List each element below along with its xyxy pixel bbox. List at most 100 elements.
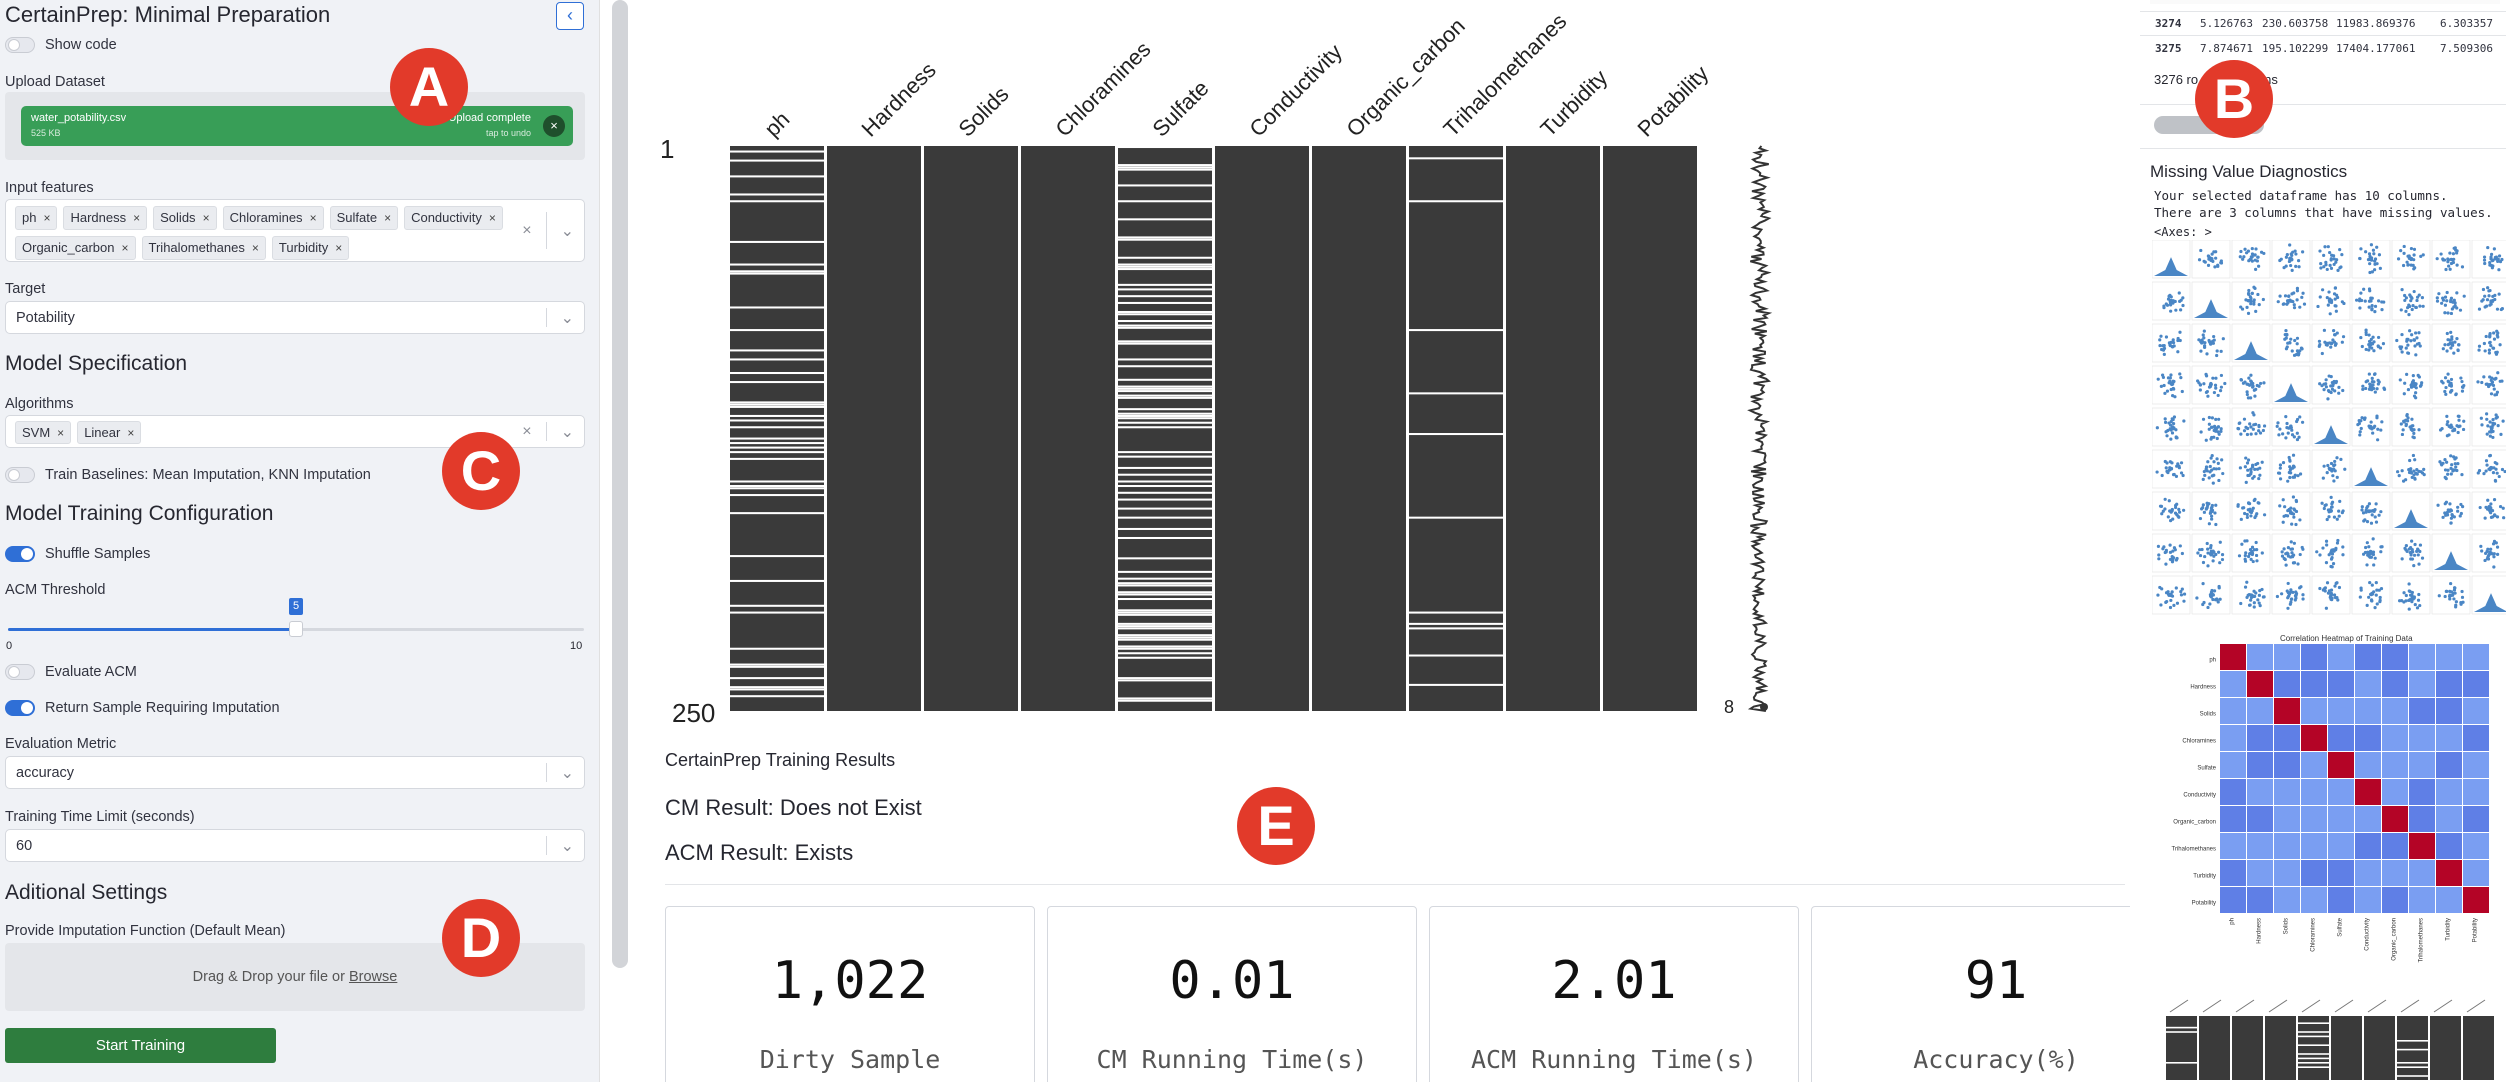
missing-line bbox=[1118, 320, 1212, 323]
heatmap-cell bbox=[2220, 725, 2246, 751]
sidebar: CertainPrep: Minimal Preparation ‹ Show … bbox=[0, 0, 600, 1082]
return-sample-toggle[interactable]: Return Sample Requiring Imputation bbox=[5, 700, 280, 716]
main-content: ph Hardness Solids Chloramines Sulfate Conduc… bbox=[640, 0, 2130, 1082]
stat-caption: Accuracy(%) bbox=[1913, 1045, 2079, 1074]
remove-chip-icon[interactable]: × bbox=[127, 425, 135, 440]
remove-chip-icon[interactable]: × bbox=[133, 211, 141, 225]
remove-chip-icon[interactable]: × bbox=[488, 211, 496, 225]
missing-line bbox=[1118, 647, 1212, 650]
heatmap-cell bbox=[2409, 779, 2435, 805]
cell: 17404.177061 bbox=[2336, 42, 2416, 55]
heatmap-cell bbox=[2355, 887, 2381, 913]
chevron-down-icon[interactable]: ⌄ bbox=[560, 764, 574, 782]
heatmap-cell bbox=[2436, 644, 2462, 670]
heatmap-cell bbox=[2382, 752, 2408, 778]
missing-line bbox=[1118, 622, 1212, 625]
matrix-column-conductivity bbox=[1215, 146, 1309, 711]
heatmap-cell bbox=[2463, 860, 2489, 886]
remove-chip-icon[interactable]: × bbox=[121, 241, 129, 255]
pair-cell bbox=[2391, 323, 2431, 363]
target-select[interactable]: Potability ⌄ bbox=[5, 301, 585, 334]
clear-all-icon[interactable]: × bbox=[522, 422, 532, 440]
pair-cell bbox=[2351, 240, 2391, 279]
cm-result: CM Result: Does not Exist bbox=[665, 795, 922, 820]
main-scrollbar[interactable] bbox=[612, 0, 628, 968]
pair-cell bbox=[2191, 365, 2231, 405]
chip-label: Linear bbox=[84, 425, 121, 440]
pair-cell bbox=[2271, 281, 2311, 321]
clear-all-icon[interactable]: × bbox=[522, 221, 532, 239]
pair-cell bbox=[2351, 323, 2391, 363]
matrix-column-organic_carbon bbox=[1312, 146, 1406, 711]
start-training-button[interactable]: Start Training bbox=[5, 1028, 276, 1063]
heatmap-cell bbox=[2328, 860, 2354, 886]
browse-link[interactable]: Browse bbox=[348, 969, 398, 985]
remove-chip-icon[interactable]: × bbox=[384, 211, 392, 225]
slider-handle[interactable] bbox=[289, 621, 303, 637]
missing-line bbox=[1118, 365, 1212, 368]
mini-matrix-column bbox=[2166, 1016, 2197, 1080]
mini-missing-line bbox=[2397, 1048, 2428, 1051]
heatmap-cell bbox=[2463, 644, 2489, 670]
remove-chip-icon[interactable]: × bbox=[251, 241, 259, 255]
heatmap-cell bbox=[2328, 752, 2354, 778]
evaluate-acm-toggle[interactable]: Evaluate ACM bbox=[5, 664, 137, 680]
missing-line bbox=[1118, 268, 1212, 271]
pair-cell bbox=[2471, 281, 2506, 321]
heatmap-cell bbox=[2274, 698, 2300, 724]
pair-cell bbox=[2391, 240, 2431, 279]
chevron-down-icon[interactable]: ⌄ bbox=[560, 837, 574, 855]
eval-metric-select[interactable]: accuracy ⌄ bbox=[5, 756, 585, 789]
train-baselines-toggle[interactable]: Train Baselines: Mean Imputation, KNN Im… bbox=[5, 467, 371, 483]
acm-threshold-slider[interactable]: 5 bbox=[8, 598, 584, 646]
chevron-down-icon[interactable]: ⌄ bbox=[560, 423, 574, 441]
cell: 7.874671 bbox=[2200, 42, 2253, 55]
stat-caption: ACM Running Time(s) bbox=[1471, 1045, 1757, 1074]
pair-cell bbox=[2271, 533, 2311, 573]
show-code-toggle[interactable]: Show code bbox=[5, 37, 117, 53]
missing-line bbox=[730, 401, 824, 404]
remove-chip-icon[interactable]: × bbox=[335, 241, 343, 255]
missing-line bbox=[730, 457, 824, 460]
remove-chip-icon[interactable]: × bbox=[202, 211, 210, 225]
heatmap-cell bbox=[2220, 752, 2246, 778]
pair-cell bbox=[2311, 575, 2351, 615]
heatmap-col-label: Conductivity bbox=[2365, 918, 2371, 951]
missing-line bbox=[730, 665, 824, 668]
chip-svm: SVM × bbox=[15, 421, 72, 444]
missing-line bbox=[730, 150, 824, 153]
collapse-sidebar-icon[interactable]: ‹ bbox=[556, 2, 584, 30]
mini-missing-line bbox=[2397, 1075, 2428, 1077]
pair-cell bbox=[2431, 533, 2471, 573]
input-features-select[interactable]: ph × Hardness × Solids × Chloramines × Sulfate × C… bbox=[5, 199, 585, 262]
missing-line bbox=[730, 405, 824, 408]
pair-cell bbox=[2191, 449, 2231, 489]
heatmap-cell bbox=[2409, 725, 2435, 751]
pair-cell bbox=[2231, 240, 2271, 279]
missing-line bbox=[1118, 301, 1212, 304]
remove-chip-icon[interactable]: × bbox=[309, 211, 317, 225]
pair-cell bbox=[2231, 449, 2271, 489]
missing-line bbox=[1118, 582, 1212, 585]
heatmap-cell bbox=[2409, 806, 2435, 832]
pair-cell bbox=[2471, 533, 2506, 573]
time-limit-select[interactable]: 60 ⌄ bbox=[5, 829, 585, 862]
matrix-column-chloramines bbox=[1021, 146, 1115, 711]
chevron-down-icon[interactable]: ⌄ bbox=[560, 222, 574, 240]
mini-matrix-column bbox=[2463, 1016, 2494, 1080]
toggle-switch[interactable] bbox=[5, 37, 35, 53]
chevron-down-icon[interactable]: ⌄ bbox=[560, 309, 574, 327]
remove-file-icon[interactable]: × bbox=[543, 115, 565, 137]
remove-chip-icon[interactable]: × bbox=[57, 425, 65, 440]
upload-dropzone[interactable]: water_potability.csv 525 KB Upload compl… bbox=[5, 92, 585, 160]
remove-chip-icon[interactable]: × bbox=[43, 211, 51, 225]
shuffle-toggle[interactable]: Shuffle Samples bbox=[5, 546, 150, 562]
heatmap-cell bbox=[2247, 671, 2273, 697]
heatmap-col-label: Organic_carbon bbox=[2392, 918, 2398, 961]
missing-line bbox=[1118, 218, 1212, 221]
heatmap-cell bbox=[2301, 887, 2327, 913]
mini-missing-line bbox=[2166, 1026, 2197, 1029]
pair-cell bbox=[2191, 407, 2231, 447]
pair-cell bbox=[2431, 240, 2471, 279]
file-size: 525 KB bbox=[31, 128, 61, 138]
